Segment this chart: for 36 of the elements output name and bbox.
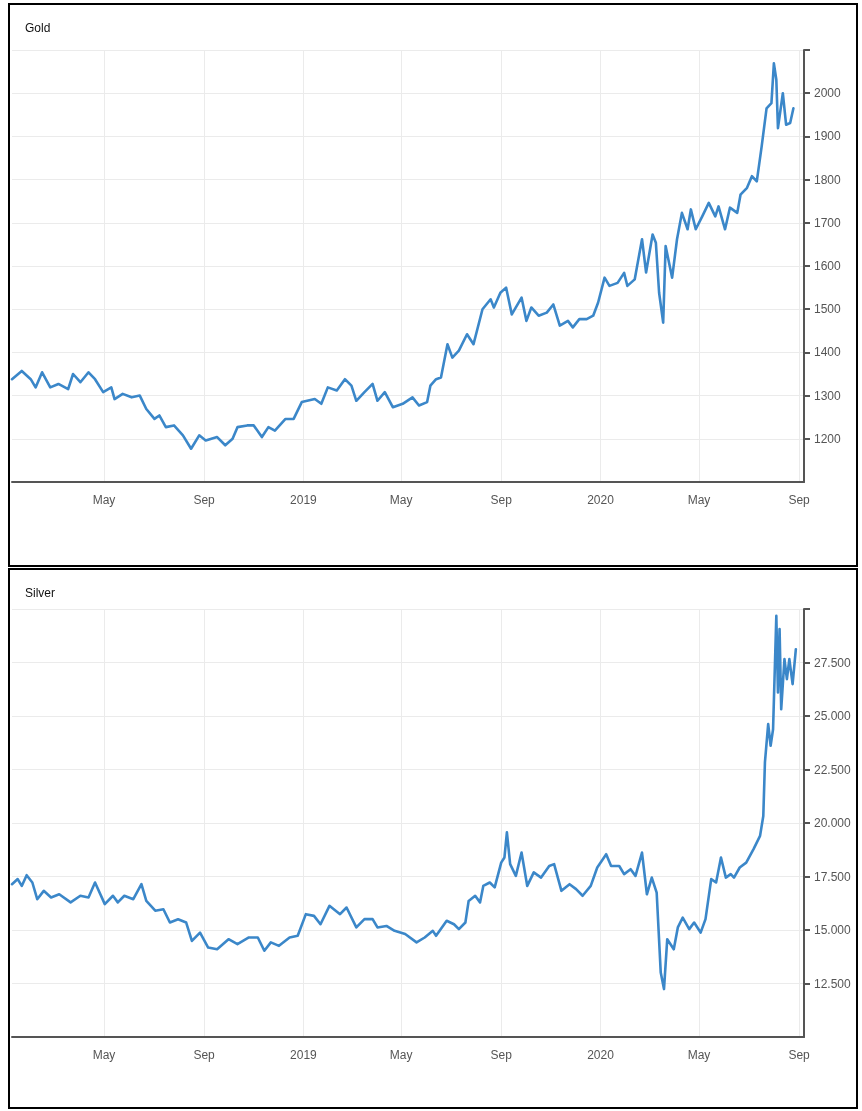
x-tick-label: May	[92, 493, 116, 507]
y-tick-label: 1200	[814, 431, 842, 446]
chart-title: Gold	[25, 21, 51, 35]
x-tick-label: May	[687, 1048, 711, 1062]
x-tick-label: Sep	[788, 493, 811, 507]
y-tick-label: 12.500	[814, 976, 852, 991]
x-tick-label: May	[92, 1048, 116, 1062]
x-tick-label: Sep	[490, 1048, 513, 1062]
y-tick-label: 1300	[814, 388, 842, 403]
x-tick-label: Sep	[490, 493, 513, 507]
y-tick-label: 1700	[814, 215, 842, 230]
y-tick-label: 1600	[814, 259, 842, 273]
y-tick-label: 22.500	[814, 762, 852, 777]
chart-title: Silver	[25, 586, 56, 600]
y-tick-label: 1900	[814, 129, 842, 144]
x-tick-label: May	[389, 1048, 413, 1062]
x-tick-label: 2020	[587, 493, 615, 507]
line-series	[10, 614, 798, 991]
x-tick-label: May	[687, 493, 711, 507]
y-tick-label: 2000	[814, 86, 842, 101]
x-tick-label: 2020	[587, 1048, 615, 1062]
y-tick-label: 27.500	[814, 655, 852, 670]
y-tick-label: 25.000	[814, 709, 852, 723]
x-tick-label: Sep	[788, 1048, 811, 1062]
y-tick-label: 1400	[814, 345, 842, 360]
y-tick-label: 20.000	[814, 816, 852, 830]
x-tick-label: Sep	[193, 1048, 216, 1062]
y-tick-label: 1800	[814, 172, 842, 187]
y-tick-label: 15.000	[814, 923, 852, 937]
x-tick-label: 2019	[290, 1048, 318, 1062]
y-tick-label: 1500	[814, 302, 842, 317]
y-tick-label: 17.500	[814, 869, 852, 884]
x-tick-label: Sep	[193, 493, 216, 507]
x-tick-label: May	[389, 493, 413, 507]
line-series	[10, 62, 795, 451]
x-tick-label: 2019	[290, 493, 318, 507]
